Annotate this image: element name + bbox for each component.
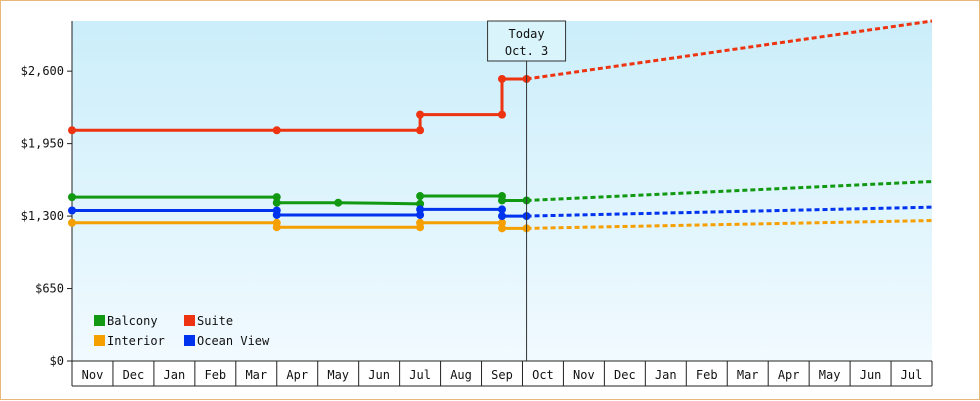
x-tick-label: Oct bbox=[532, 368, 554, 382]
y-tick-label: $1,950 bbox=[21, 137, 64, 151]
x-tick-label: Jul bbox=[901, 368, 923, 382]
x-tick-label: Jul bbox=[409, 368, 431, 382]
legend-item-interior: Interior bbox=[94, 334, 165, 348]
data-point bbox=[416, 210, 425, 219]
data-point bbox=[416, 218, 425, 227]
forecast-line bbox=[526, 19, 933, 81]
legend-item-suite: Suite bbox=[184, 314, 233, 328]
x-tick-label: Mar bbox=[245, 368, 267, 382]
data-point bbox=[272, 223, 281, 232]
legend-swatch bbox=[94, 315, 105, 326]
data-point bbox=[272, 126, 281, 135]
x-tick-label: Jan bbox=[164, 368, 186, 382]
forecast-line bbox=[526, 180, 933, 202]
data-point bbox=[416, 110, 425, 119]
series-suite bbox=[68, 19, 933, 135]
data-point bbox=[68, 193, 76, 202]
data-point bbox=[498, 212, 506, 221]
x-tick-label: Dec bbox=[614, 368, 636, 382]
data-point bbox=[68, 126, 76, 135]
legend-swatch bbox=[184, 315, 195, 326]
x-tick-label: Feb bbox=[696, 368, 718, 382]
legend-label: Suite bbox=[197, 314, 233, 328]
today-box bbox=[487, 20, 567, 62]
legend-swatch bbox=[184, 335, 195, 346]
x-tick-label: May bbox=[327, 368, 349, 382]
x-tick-label: Nov bbox=[82, 368, 104, 382]
x-tick-label: Sep bbox=[491, 368, 513, 382]
data-point bbox=[498, 74, 506, 83]
legend-item-ocean-view: Ocean View bbox=[184, 334, 270, 348]
legend-label: Interior bbox=[107, 334, 165, 348]
legend-label: Balcony bbox=[107, 314, 158, 328]
legend-swatch bbox=[94, 335, 105, 346]
series-ocean-view bbox=[68, 205, 933, 221]
x-tick-label: Aug bbox=[450, 368, 472, 382]
data-point bbox=[416, 199, 425, 208]
data-point bbox=[272, 198, 281, 207]
today-marker: Today Oct. 3 bbox=[487, 20, 567, 361]
y-tick-label: $2,600 bbox=[21, 64, 64, 78]
plot-background bbox=[72, 21, 932, 361]
y-tick-label: $650 bbox=[35, 282, 64, 296]
data-point bbox=[272, 210, 281, 219]
data-point bbox=[416, 205, 425, 214]
series-balcony bbox=[68, 180, 933, 208]
data-point bbox=[272, 193, 281, 202]
forecast-line bbox=[526, 219, 933, 230]
data-point bbox=[416, 126, 425, 135]
data-point bbox=[498, 205, 506, 214]
data-point bbox=[498, 224, 506, 233]
x-tick-label: Jun bbox=[860, 368, 882, 382]
data-point bbox=[68, 218, 76, 227]
x-tick-label: Apr bbox=[286, 368, 308, 382]
legend-item-balcony: Balcony bbox=[94, 314, 158, 328]
legend-label: Ocean View bbox=[197, 334, 270, 348]
x-tick-label: Mar bbox=[737, 368, 759, 382]
series-layer bbox=[68, 19, 933, 233]
data-point bbox=[498, 196, 506, 205]
x-tick-label: Jan bbox=[655, 368, 677, 382]
data-point bbox=[68, 206, 76, 215]
today-label: Today bbox=[509, 27, 545, 41]
x-tick-label: Apr bbox=[778, 368, 800, 382]
x-tick-label: May bbox=[819, 368, 841, 382]
x-tick-label: Feb bbox=[204, 368, 226, 382]
y-axis: $0 $650 $1,300 $1,950 $2,600 bbox=[21, 21, 73, 386]
series-interior bbox=[68, 218, 933, 233]
today-date: Oct. 3 bbox=[505, 44, 548, 58]
month-axis: Nov Dec Jan Feb Mar Apr May Jun Jul Aug Sep Oct Nov D… bbox=[71, 360, 933, 387]
data-point bbox=[498, 110, 506, 119]
x-tick-label: Nov bbox=[573, 368, 595, 382]
x-tick-label: Jun bbox=[368, 368, 390, 382]
forecast-line bbox=[526, 205, 933, 218]
data-point bbox=[334, 198, 343, 207]
legend: Balcony Suite Interior Ocean View bbox=[94, 314, 270, 348]
y-tick-label: $0 bbox=[50, 354, 64, 368]
data-point bbox=[416, 192, 425, 201]
y-tick-label: $1,300 bbox=[21, 209, 64, 223]
x-tick-label: Dec bbox=[123, 368, 145, 382]
data-point bbox=[498, 218, 506, 227]
